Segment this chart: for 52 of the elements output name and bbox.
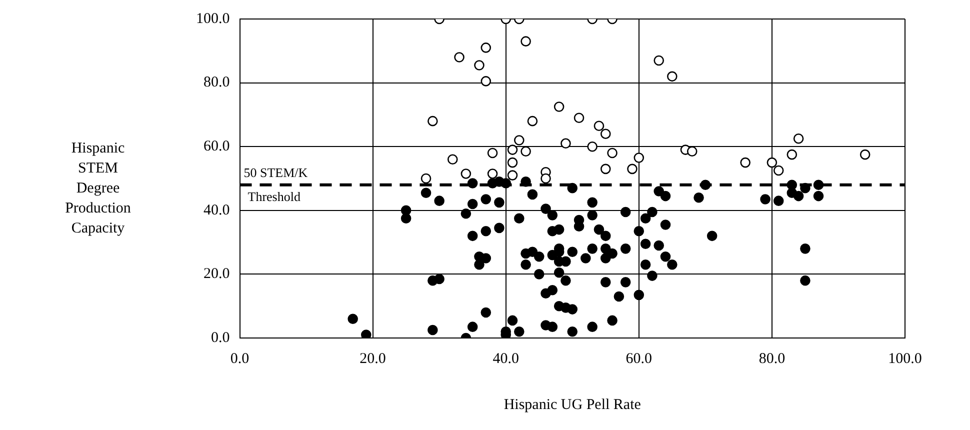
x-tick-label: 80.0 (758, 350, 786, 367)
point (793, 133, 804, 144)
point (600, 164, 611, 174)
point (507, 157, 518, 168)
x-tick-label: 100.0 (888, 350, 922, 367)
point (487, 168, 498, 179)
y-tick-label: 40.0 (204, 202, 230, 218)
y-axis-title: Hispanic STEM Degree Production Capacity (65, 140, 132, 236)
point (480, 76, 492, 86)
x-tick-label: 40.0 (492, 350, 519, 367)
y-tick-label: 80.0 (204, 74, 230, 91)
point (766, 157, 778, 168)
point (587, 141, 598, 152)
point (487, 148, 498, 158)
point (600, 128, 611, 139)
point (460, 168, 472, 179)
point (428, 116, 438, 126)
point (480, 42, 492, 53)
point (627, 164, 638, 174)
point (634, 152, 644, 163)
y-tick-label: 20.0 (204, 266, 230, 282)
point (520, 146, 531, 157)
point (527, 116, 538, 126)
point (607, 148, 618, 158)
point (507, 144, 518, 155)
x-axis-title: Hispanic UG Pell Rate (504, 396, 642, 413)
point (740, 157, 750, 168)
point (474, 60, 484, 70)
point (540, 173, 551, 184)
y-tick-label: 60.0 (204, 138, 230, 155)
point (786, 149, 798, 160)
x-tick-label: 20.0 (360, 350, 386, 367)
x-tick-label: 0.0 (230, 350, 250, 367)
point (860, 149, 870, 160)
point (507, 170, 518, 180)
x-tick-label: 60.0 (626, 350, 652, 367)
point (686, 146, 698, 157)
point (654, 55, 664, 66)
point (594, 120, 604, 132)
point (773, 165, 784, 176)
point (520, 36, 531, 46)
point (554, 102, 564, 112)
ref-line-label: 50 STEM/K Threshold (244, 164, 308, 204)
point (667, 71, 678, 82)
y-tick-label: 100.0 (196, 10, 230, 27)
point (560, 138, 571, 149)
point (447, 154, 458, 165)
point (514, 135, 524, 146)
point (454, 52, 464, 62)
point (420, 173, 432, 184)
y-tick-label: 0.0 (211, 330, 230, 346)
point (574, 112, 584, 124)
